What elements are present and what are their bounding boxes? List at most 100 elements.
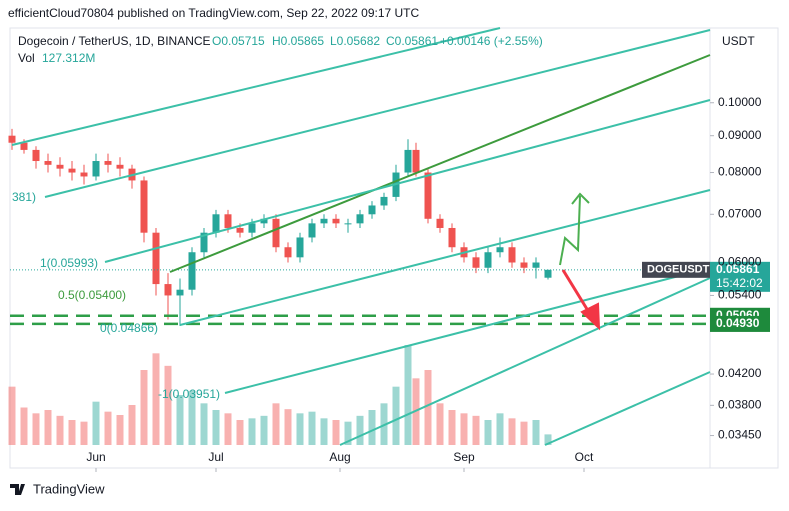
volume-bar [152,353,160,445]
volume-bar [472,415,480,445]
candle-body [448,227,456,248]
volume-value: 127.312M [42,51,95,65]
volume-bar [368,410,376,445]
legend-change: +0.00146 (+2.55%) [440,34,543,48]
candle-body [92,161,100,177]
candle-body [200,232,208,253]
volume-bar [200,403,208,445]
footer-text: TradingView [33,481,105,496]
legend-low: L0.05682 [330,34,380,48]
y-tick-label: 0.08000 [718,165,762,179]
volume-bar [508,418,516,445]
candle-body [380,196,388,206]
legend-high: H0.05865 [272,34,324,48]
volume-bar [296,413,304,445]
symbol-tag: DOGEUSDT [647,264,710,276]
volume-bar [532,420,540,445]
candle-body [272,218,280,248]
volume-bar [436,403,444,445]
candle-body [236,227,244,233]
volume-bar [104,411,112,445]
candle-body [188,252,196,290]
candle-body [140,180,148,233]
y-tick-label: 0.09000 [718,128,762,142]
y-tick-label: 0.03800 [718,398,762,412]
volume-bar [92,401,100,445]
volume-bar [460,413,468,445]
volume-bar [404,345,412,445]
candle-body [32,149,40,162]
candle-body [496,247,504,253]
candle-body [404,149,412,173]
fib-label: -1(0.03951) [158,387,220,401]
candle-body [424,172,432,219]
publish-info: efficientCloud70804 published on Trading… [8,6,420,20]
channel-line [224,267,711,394]
candle-body [332,218,340,224]
volume-bar [128,405,136,445]
legend: Dogecoin / TetherUS, 1D, BINANCE O0.0571… [18,34,543,65]
candle-body [8,135,16,143]
volume-bar [484,420,492,445]
y-tick-label: 0.03450 [718,428,762,442]
candle-body [532,262,540,268]
candle-body [212,214,220,233]
channel-line [11,27,501,146]
volume-bar [32,413,40,445]
symbol-title: Dogecoin / TetherUS, 1D, BINANCE [18,34,211,48]
volume-bar [496,413,504,445]
symbol-tag-bg [642,261,710,278]
candle-body [508,247,516,263]
candle-body [164,284,172,296]
logo [10,484,25,495]
volume-bar [212,410,220,445]
volume-bar [248,418,256,445]
red-arrow-head [580,302,601,331]
volume-bar [344,421,352,445]
volume-bar [320,418,328,445]
y-tick-label: 0.05400 [718,288,762,302]
candle-body [80,172,88,177]
volume-bar [356,415,364,445]
candle-body [520,262,528,268]
chart-frame [9,27,779,469]
volume-bar [392,386,400,445]
volume-bar [424,370,432,445]
last-price-label: 0.05861 [716,262,760,276]
level-tag [710,315,770,332]
fib-label: 381) [12,190,36,204]
volume-bar [80,421,88,445]
candle-body [44,161,52,165]
volume-bar [332,420,340,445]
fib-label: 1(0.05993) [40,256,98,270]
drawings [11,27,711,446]
volume-bar [224,413,232,445]
volume-bar [176,395,184,445]
x-tick-label: Aug [329,450,350,464]
channel-line [44,29,711,198]
candle-body [56,164,64,169]
candle-body [104,161,112,165]
volume-bar [236,420,244,445]
x-tick-label: Sep [453,450,475,464]
x-tick-label: Jun [86,450,105,464]
volume-bar [448,410,456,445]
axis-unit: USDT [722,34,755,48]
candle-body [472,257,480,268]
red-arrow [561,269,592,315]
green-arrow [559,195,581,266]
volume-bar [544,434,552,445]
y-tick-label: 0.04200 [718,366,762,380]
channel-line [104,99,711,263]
candle-body [308,223,316,238]
candle-body [116,164,124,169]
candle-body [484,252,492,268]
fib-label: 0(0.04866) [100,321,158,335]
candle-body [344,223,352,225]
candle-body [320,218,328,224]
volume-bar [272,403,280,445]
candle-body [176,289,184,296]
volume-bar [20,407,28,445]
volume-bar [8,386,16,445]
